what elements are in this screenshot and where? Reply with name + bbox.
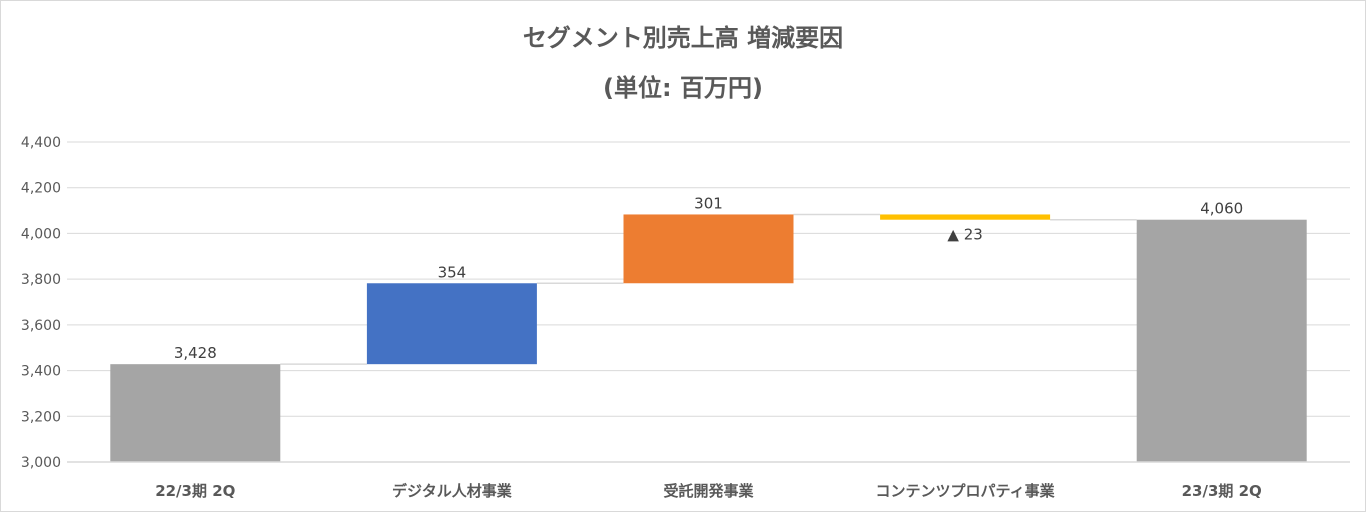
y-tick-label: 4,000 [21, 226, 61, 242]
data-label: 4,060 [1200, 200, 1243, 218]
bar [623, 214, 794, 284]
data-label: 354 [438, 263, 467, 281]
y-tick-label: 4,400 [21, 135, 61, 151]
x-category-label: 23/3期 2Q [1182, 482, 1262, 500]
x-category-label: 22/3期 2Q [155, 482, 235, 500]
data-label: 3,428 [174, 344, 217, 362]
chart-subtitle: (単位: 百万円) [603, 74, 763, 102]
chart-title: セグメント別売上高 増減要因 [522, 24, 844, 52]
bar [880, 214, 1051, 220]
y-tick-label: 3,200 [21, 409, 61, 425]
y-tick-label: 4,200 [21, 181, 61, 197]
y-tick-label: 3,000 [21, 455, 61, 471]
bar [1136, 219, 1307, 462]
x-category-label: デジタル人材事業 [392, 482, 513, 500]
y-tick-label: 3,400 [21, 364, 61, 380]
data-label: ▲ 23 [947, 226, 982, 244]
x-category-label: コンテンツプロパティ事業 [876, 482, 1056, 500]
x-category-label: 受託開発事業 [663, 482, 754, 500]
y-tick-label: 3,800 [21, 272, 61, 288]
y-tick-label: 3,600 [21, 318, 61, 334]
bar [366, 283, 537, 365]
data-label: 301 [694, 194, 723, 212]
bar [110, 364, 281, 462]
